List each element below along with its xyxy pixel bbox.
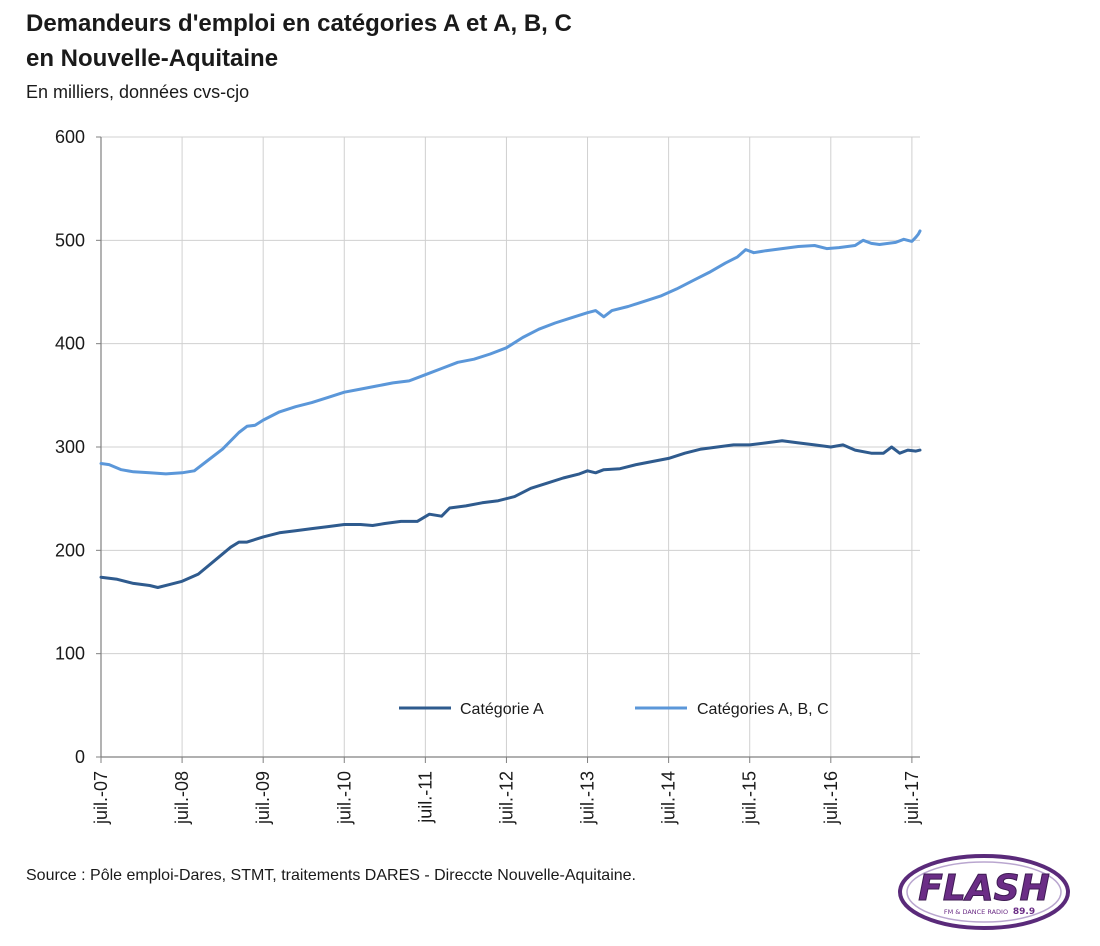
y-tick-label: 200 — [55, 540, 85, 560]
x-tick-label: juil.-09 — [253, 771, 273, 825]
chart-title-line1: Demandeurs d'emploi en catégories A et A… — [26, 10, 572, 37]
x-tick-label: juil.-14 — [659, 771, 679, 825]
x-tick-label: juil.-15 — [740, 771, 760, 825]
y-tick-label: 600 — [55, 127, 85, 147]
logo-ring — [898, 854, 1070, 930]
chart-title: Demandeurs d'emploi en catégories A et A… — [26, 6, 926, 76]
legend-label: Catégorie A — [460, 701, 544, 718]
series-line-categorie-a — [99, 439, 922, 589]
y-tick-label: 300 — [55, 437, 85, 457]
legend: Catégorie A Catégories A, B, C — [399, 701, 829, 718]
y-tick-label: 0 — [75, 747, 85, 767]
x-tick-label: juil.-08 — [172, 771, 192, 825]
logo-inner-ring — [906, 861, 1062, 923]
logo-tagline: FM & DANCE RADIO — [944, 908, 1008, 916]
x-tick-label: juil.-07 — [91, 771, 111, 825]
series-lines — [99, 229, 922, 589]
y-tick-label: 500 — [55, 230, 85, 250]
x-tick-label: juil.-10 — [334, 771, 354, 825]
grid-lines — [100, 136, 920, 758]
x-tick-label: juil.-17 — [902, 771, 922, 825]
chart-title-line2: en Nouvelle-Aquitaine — [26, 45, 279, 72]
x-axis: juil.-07 juil.-08 juil.-09 juil.-10 juil.-11… — [91, 756, 922, 825]
x-tick-label: juil.-11 — [415, 771, 435, 824]
y-tick-label: 400 — [55, 334, 85, 354]
source-note: Source : Pôle emploi-Dares, STMT, traite… — [26, 867, 636, 884]
y-tick-label: 100 — [55, 644, 85, 664]
chart-subtitle: En milliers, données cvs-cjo — [26, 82, 250, 102]
y-axis: 0 100 200 300 400 500 600 — [55, 127, 102, 767]
x-tick-label: juil.-16 — [821, 771, 841, 825]
logo-frequency: 89.9 — [1013, 907, 1035, 917]
series-line-categories-abc — [99, 229, 922, 476]
logo-wordmark: FLASH — [918, 868, 1049, 909]
flash-radio-logo: FLASH FM & DANCE RADIO 89.9 — [898, 854, 1070, 930]
legend-label: Catégories A, B, C — [697, 701, 829, 718]
x-tick-label: juil.-12 — [496, 771, 516, 825]
x-tick-label: juil.-13 — [578, 771, 598, 825]
